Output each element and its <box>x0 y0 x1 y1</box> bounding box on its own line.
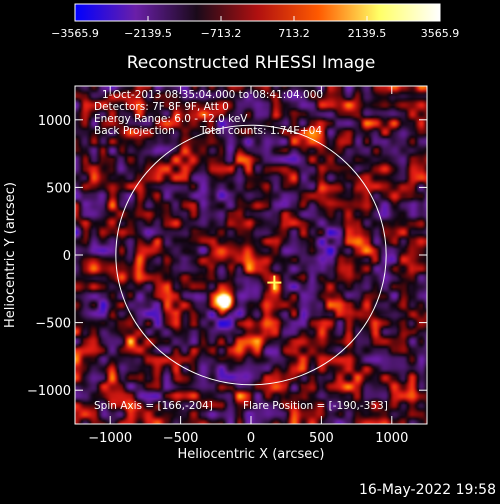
annotation-method: Back Projection <box>94 125 175 137</box>
y-axis-title: Heliocentric Y (arcsec) <box>3 182 18 328</box>
x-tick-label: 0 <box>247 431 255 446</box>
colorbar-tick-label: 3565.9 <box>421 27 460 40</box>
x-axis-title: Heliocentric X (arcsec) <box>178 447 325 462</box>
annotation-counts: Total counts: 1.74E+04 <box>199 125 322 137</box>
plot-area: −1000 −500 0 500 1000 −1000 −500 0 500 1000 <box>27 85 428 446</box>
y-tick-label: 1000 <box>38 114 71 129</box>
axis-ticks: −1000 −500 0 500 1000 −1000 −500 0 500 1000 <box>27 86 427 446</box>
annotations: 1-Oct-2013 08:35:04.000 to 08:41:04.000 … <box>94 89 388 412</box>
flare-position-marker <box>267 275 282 290</box>
y-tick-label: −500 <box>35 317 71 332</box>
heatmap-image <box>75 86 427 424</box>
colorbar-tick-label: −3565.9 <box>51 27 99 40</box>
y-tick-label: 0 <box>63 249 71 264</box>
colorbar-tick-label: −2139.5 <box>124 27 172 40</box>
x-tick-label: 1000 <box>375 431 408 446</box>
x-tick-label: −500 <box>163 431 199 446</box>
y-tick-label: 500 <box>46 181 71 196</box>
x-tick-label: −1000 <box>88 431 132 446</box>
colorbar-tick-label: 713.2 <box>278 27 310 40</box>
colorbar: −3565.9 −2139.5 −713.2 713.2 2139.5 3565.9 <box>51 3 460 40</box>
solar-limb-circle <box>115 124 387 386</box>
annotation-time-range: 1-Oct-2013 08:35:04.000 to 08:41:04.000 <box>102 89 323 101</box>
footer-timestamp: 16-May-2022 19:58 <box>359 482 496 498</box>
annotation-detectors: Detectors: 7F 8F 9F, Att 0 <box>94 101 229 113</box>
colorbar-tick-label: 2139.5 <box>348 27 387 40</box>
chart-title: Reconstructed RHESSI Image <box>127 53 376 73</box>
annotation-spin-axis: Spin Axis = [166,-204] <box>94 400 213 412</box>
annotation-energy: Energy Range: 6.0 - 12.0 keV <box>94 113 248 125</box>
annotation-flare-position: Flare Position = [-190,-353] <box>243 400 388 412</box>
colorbar-gradient <box>74 3 441 22</box>
colorbar-tick-label: −713.2 <box>201 27 242 40</box>
x-tick-label: 500 <box>309 431 334 446</box>
y-tick-label: −1000 <box>27 384 71 399</box>
